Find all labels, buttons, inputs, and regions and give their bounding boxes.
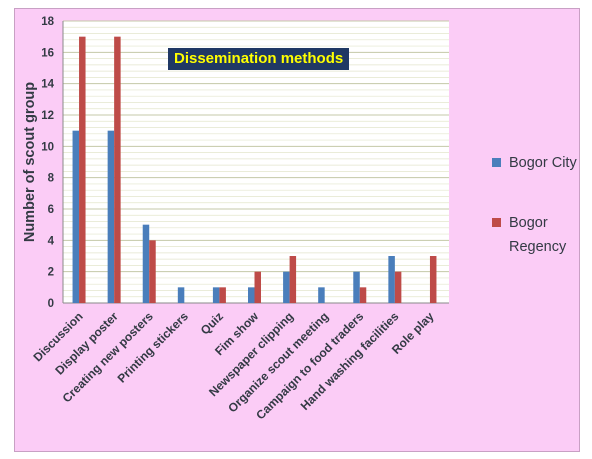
y-tick-label: 2 [48, 267, 54, 279]
bar-bogor-regency-discussion [79, 36, 86, 304]
bar-bogor-city-printing-stickers [177, 287, 185, 303]
y-tick-label: 8 [48, 173, 55, 185]
legend-swatch-bogor-regency [492, 218, 501, 227]
legend-label-bogor-city: Bogor City [509, 155, 577, 171]
legend-swatch-bogor-city [492, 158, 501, 167]
bar-bogor-city-campaign-to-food-traders [353, 271, 360, 303]
y-tick-label: 16 [41, 47, 54, 59]
bar-bogor-city-quiz [212, 287, 220, 303]
x-tick-label: Quiz [198, 309, 226, 337]
bar-bogor-regency-quiz [219, 287, 226, 303]
bar-bogor-city-creating-new-posters [142, 224, 150, 303]
legend: Bogor City Bogor Regency [488, 151, 592, 259]
chart-title: Dissemination methods [168, 48, 350, 70]
y-tick-label: 18 [41, 16, 54, 28]
bar-bogor-city-discussion [72, 130, 80, 303]
legend-item-bogor-city: Bogor City [488, 151, 592, 175]
bar-bogor-city-fim-show [248, 287, 255, 303]
bar-bogor-regency-hand-washing-facilities [394, 271, 402, 303]
bar-bogor-city-display-poster [107, 130, 115, 303]
y-tick-label: 6 [48, 204, 54, 216]
y-tick-label: 10 [41, 141, 54, 153]
bar-bogor-regency-fim-show [254, 271, 261, 303]
chart-frame: 0 2 4 6 8 10 12 14 16 18 Number of scout group Disc… [14, 8, 580, 452]
y-tick-label: 12 [41, 110, 54, 122]
legend-label-bogor-regency-line1: Bogor [509, 215, 548, 231]
legend-label-bogor-regency-line2: Regency [509, 239, 567, 255]
bar-bogor-regency-campaign-to-food-traders [359, 287, 367, 303]
bar-bogor-city-newspaper-clipping [283, 271, 290, 303]
bar-bogor-regency-creating-new-posters [149, 240, 156, 303]
bar-bogor-city-hand-washing-facilities [388, 256, 395, 303]
y-tick-label: 4 [48, 235, 55, 247]
bar-bogor-regency-newspaper-clipping [289, 256, 297, 303]
bar-bogor-regency-display-poster [114, 36, 121, 304]
y-axis-label: Number of scout group [22, 82, 38, 242]
legend-item-bogor-regency: Bogor Regency [488, 211, 592, 259]
y-tick-label: 14 [41, 79, 54, 91]
bar-bogor-city-organize-scout-meeting [318, 287, 325, 303]
y-tick-label: 0 [48, 298, 54, 310]
bar-bogor-regency-role-play [429, 256, 437, 303]
